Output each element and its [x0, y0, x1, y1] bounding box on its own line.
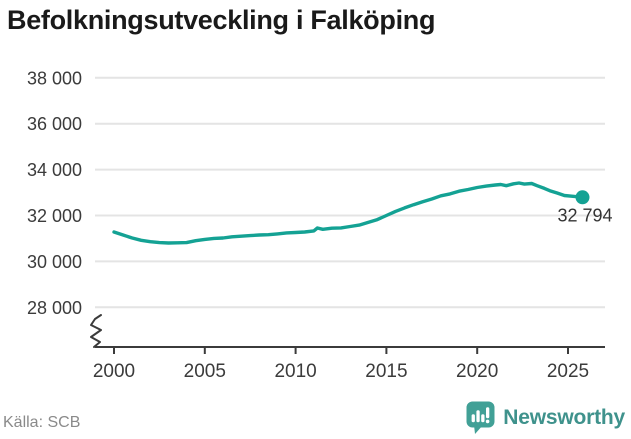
y-tick-label: 30 000 [27, 252, 82, 272]
chart-title: Befolkningsutveckling i Falköping [7, 5, 436, 35]
x-axis: 2000 2005 2010 2015 2020 2025 [93, 346, 605, 382]
y-axis-labels: 28 000 30 000 32 000 34 000 36 000 38 000 [27, 68, 82, 317]
y-tick-label: 28 000 [27, 298, 82, 318]
y-tick-label: 38 000 [27, 68, 82, 88]
x-tick-label: 2025 [547, 361, 589, 382]
end-value-label: 32 794 [557, 205, 612, 225]
newsworthy-logo-icon [466, 401, 495, 434]
x-tick-label: 2000 [93, 361, 135, 382]
x-tick-label: 2020 [456, 361, 498, 382]
x-tick-label: 2005 [184, 361, 226, 382]
axis-break-icon [90, 314, 102, 348]
population-series: 32 794 [112, 181, 613, 245]
newsworthy-wordmark: Newsworthy [503, 405, 625, 429]
population-line [112, 181, 585, 245]
source-label: Källa: SCB [3, 414, 81, 431]
y-tick-label: 36 000 [27, 114, 82, 134]
end-point-marker [575, 190, 590, 205]
y-tick-label: 32 000 [27, 206, 82, 226]
gridlines [95, 76, 605, 309]
x-tick-label: 2010 [274, 361, 316, 382]
x-tick-label: 2015 [365, 361, 407, 382]
newsworthy-logo[interactable]: Newsworthy [466, 401, 625, 434]
y-tick-label: 34 000 [27, 160, 82, 180]
